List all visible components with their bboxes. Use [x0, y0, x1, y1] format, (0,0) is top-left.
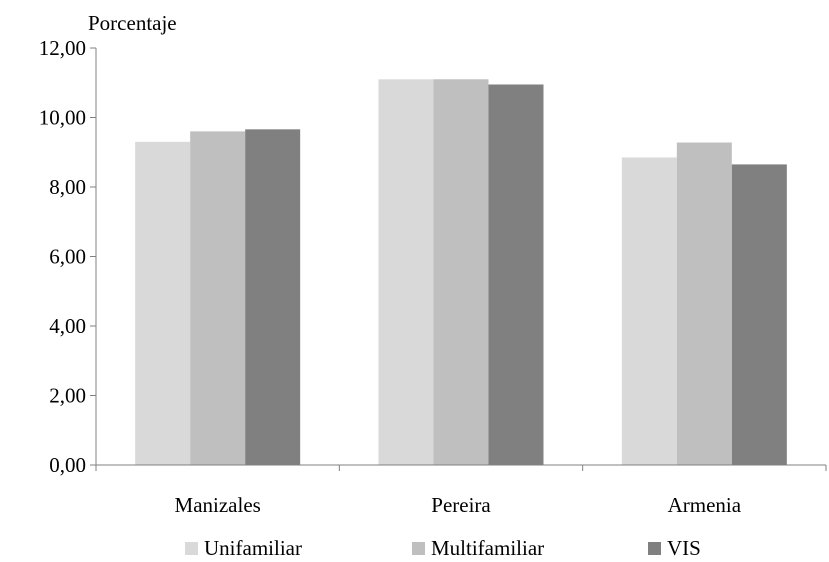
- bars: [135, 79, 787, 466]
- legend-label-vis: VIS: [667, 536, 701, 560]
- legend-label-multifamiliar: Multifamiliar: [431, 536, 544, 560]
- y-axis: 0,00 2,00 4,00 6,00 8,00 10,00 12,00: [39, 36, 97, 477]
- bar-vis-manizales: [245, 129, 301, 465]
- bar-multifamiliar-armenia: [676, 142, 732, 465]
- y-tick-label: 4,00: [49, 314, 86, 338]
- bar-multifamiliar-pereira: [433, 79, 489, 466]
- legend-swatch-unifamiliar: [185, 542, 198, 555]
- legend-swatch-vis: [648, 542, 661, 555]
- x-axis: Manizales Pereira Armenia: [95, 464, 827, 517]
- bar-vis-armenia: [731, 164, 787, 465]
- legend-label-unifamiliar: Unifamiliar: [204, 536, 302, 560]
- x-tick-label: Pereira: [431, 493, 491, 517]
- y-axis-title: Porcentaje: [88, 11, 177, 35]
- x-tick-label: Manizales: [175, 493, 261, 517]
- x-tick-label: Armenia: [668, 493, 742, 517]
- bar-multifamiliar-manizales: [190, 131, 246, 465]
- bar-vis-pereira: [488, 84, 544, 466]
- y-tick-label: 2,00: [49, 384, 86, 408]
- bar-unifamiliar-manizales: [135, 141, 191, 465]
- bar-unifamiliar-armenia: [621, 157, 677, 465]
- y-tick-label: 12,00: [39, 36, 86, 60]
- y-tick-label: 0,00: [49, 453, 86, 477]
- bar-unifamiliar-pereira: [378, 79, 434, 466]
- y-tick-label: 6,00: [49, 245, 86, 269]
- legend-swatch-multifamiliar: [412, 542, 425, 555]
- y-tick-label: 10,00: [39, 106, 86, 130]
- y-tick-label: 8,00: [49, 175, 86, 199]
- legend: Unifamiliar Multifamiliar VIS: [185, 536, 701, 560]
